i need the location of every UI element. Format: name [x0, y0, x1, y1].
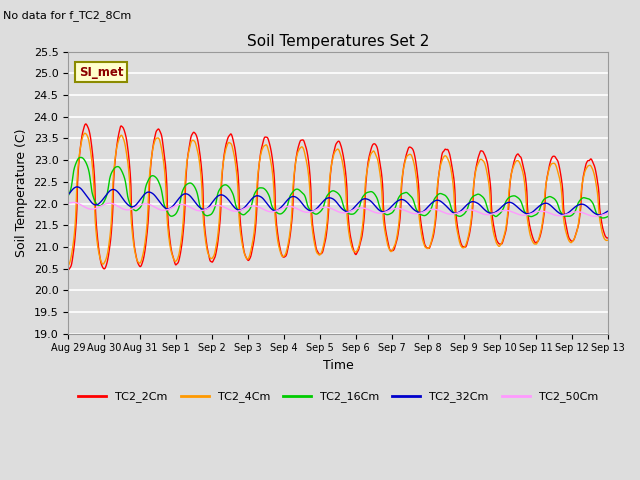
- TC2_4Cm: [215, 221, 223, 227]
- TC2_16Cm: [365, 189, 373, 195]
- TC2_50Cm: [70, 200, 77, 205]
- Line: TC2_2Cm: TC2_2Cm: [68, 124, 608, 270]
- Line: TC2_32Cm: TC2_32Cm: [68, 187, 608, 215]
- Legend: TC2_2Cm, TC2_4Cm, TC2_16Cm, TC2_32Cm, TC2_50Cm: TC2_2Cm, TC2_4Cm, TC2_16Cm, TC2_32Cm, TC…: [74, 387, 602, 407]
- TC2_50Cm: [495, 209, 503, 215]
- TC2_32Cm: [596, 212, 604, 218]
- TC2_32Cm: [64, 191, 72, 197]
- Line: TC2_4Cm: TC2_4Cm: [68, 133, 608, 265]
- TC2_32Cm: [74, 184, 81, 190]
- TC2_16Cm: [215, 188, 223, 193]
- TC2_4Cm: [604, 237, 612, 243]
- TC2_4Cm: [81, 131, 89, 136]
- Title: Soil Temperatures Set 2: Soil Temperatures Set 2: [247, 34, 429, 49]
- TC2_32Cm: [215, 192, 223, 198]
- TC2_4Cm: [557, 181, 564, 187]
- Line: TC2_16Cm: TC2_16Cm: [68, 157, 608, 218]
- X-axis label: Time: Time: [323, 359, 353, 372]
- TC2_2Cm: [365, 152, 373, 158]
- TC2_16Cm: [599, 215, 607, 221]
- TC2_50Cm: [354, 205, 362, 211]
- TC2_16Cm: [495, 211, 503, 217]
- TC2_50Cm: [215, 203, 223, 208]
- TC2_2Cm: [215, 229, 223, 235]
- TC2_50Cm: [591, 214, 599, 219]
- Y-axis label: Soil Temperature (C): Soil Temperature (C): [15, 129, 28, 257]
- TC2_4Cm: [365, 156, 373, 161]
- TC2_32Cm: [604, 208, 612, 214]
- TC2_50Cm: [572, 209, 579, 215]
- TC2_32Cm: [354, 201, 362, 206]
- TC2_4Cm: [354, 246, 362, 252]
- Text: No data for f_TC2_8Cm: No data for f_TC2_8Cm: [3, 11, 131, 22]
- TC2_4Cm: [64, 263, 72, 268]
- TC2_50Cm: [365, 207, 373, 213]
- TC2_4Cm: [572, 232, 579, 238]
- TC2_16Cm: [604, 214, 612, 219]
- TC2_2Cm: [604, 235, 612, 240]
- TC2_2Cm: [82, 121, 90, 127]
- TC2_32Cm: [495, 206, 503, 212]
- TC2_50Cm: [557, 213, 564, 218]
- TC2_32Cm: [572, 204, 579, 209]
- TC2_4Cm: [495, 243, 503, 249]
- TC2_50Cm: [64, 200, 72, 206]
- TC2_16Cm: [572, 207, 579, 213]
- TC2_50Cm: [604, 211, 612, 216]
- TC2_2Cm: [557, 171, 564, 177]
- TC2_32Cm: [557, 211, 564, 217]
- TC2_16Cm: [77, 155, 84, 160]
- TC2_16Cm: [354, 207, 362, 213]
- TC2_16Cm: [64, 192, 72, 198]
- TC2_2Cm: [495, 241, 503, 247]
- TC2_32Cm: [365, 197, 373, 203]
- TC2_2Cm: [572, 232, 579, 238]
- Line: TC2_50Cm: TC2_50Cm: [68, 203, 608, 216]
- TC2_2Cm: [64, 267, 72, 273]
- Text: SI_met: SI_met: [79, 66, 124, 79]
- TC2_2Cm: [354, 249, 362, 254]
- TC2_16Cm: [557, 209, 564, 215]
